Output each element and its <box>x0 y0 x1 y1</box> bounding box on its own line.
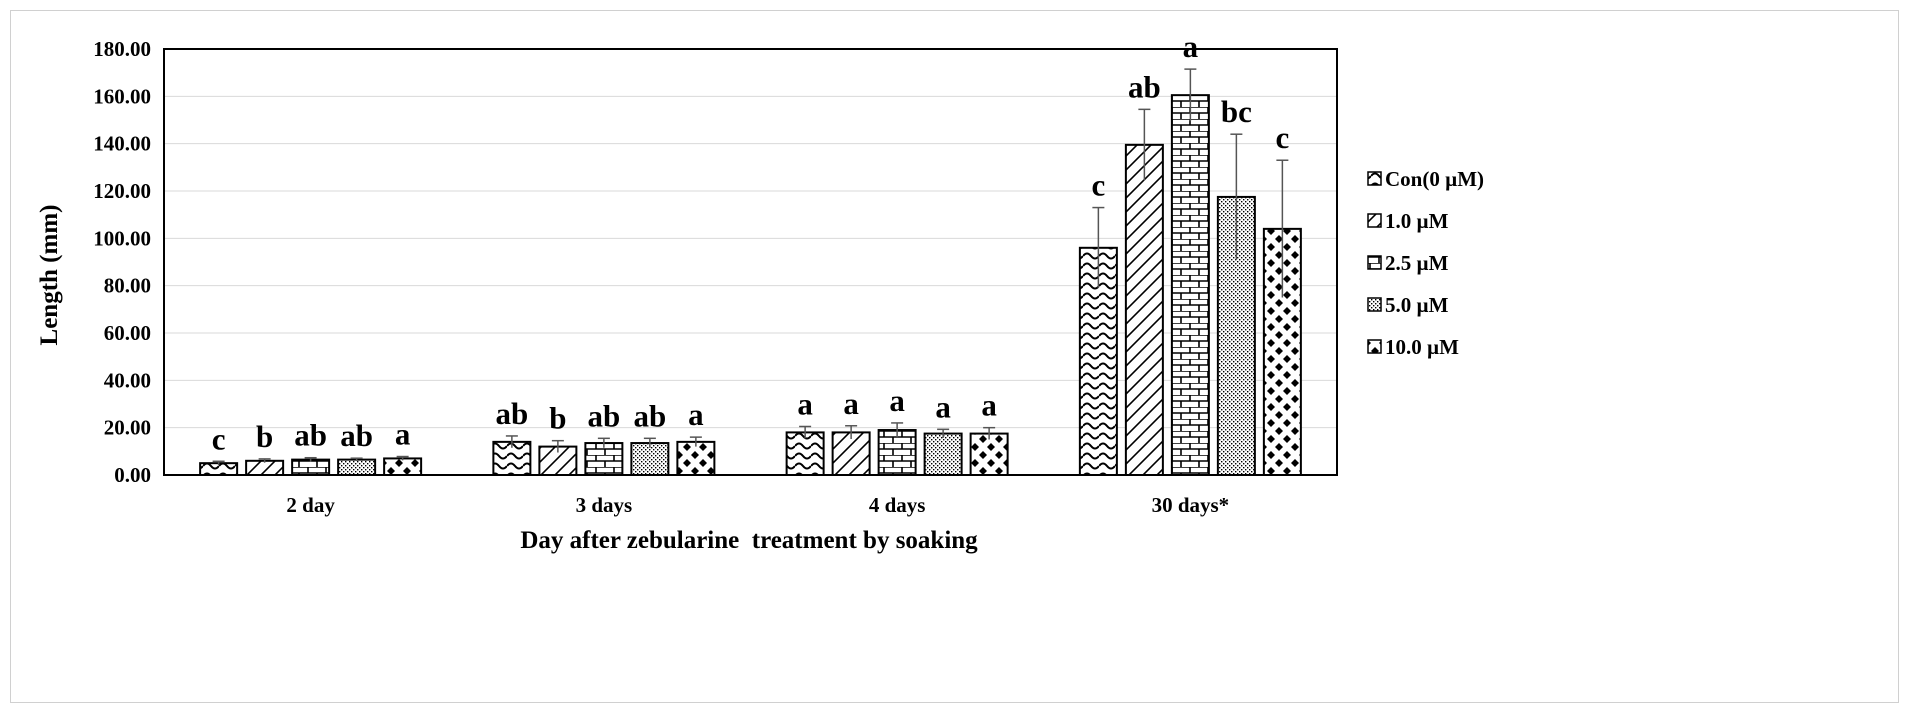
significance-label: a <box>395 417 411 452</box>
labels-layer: 0.00 20.00 40.00 60.00 80.00 100.00 120.00 140.… <box>93 29 1289 517</box>
significance-label: bc <box>1221 94 1252 129</box>
significance-label: b <box>256 419 273 454</box>
x-tick-label: 4 days <box>869 493 926 517</box>
legend-label: Con(0 µM) <box>1385 167 1484 191</box>
plot-border <box>163 48 1338 476</box>
y-tick-label: 120.00 <box>93 179 151 203</box>
significance-label: ab <box>634 398 667 433</box>
bar <box>245 459 285 476</box>
significance-label: a <box>843 386 859 421</box>
significance-label: ab <box>1128 69 1161 104</box>
legend: Con(0 µM) 1.0 µM 2.5 µM 5.0 µM 10.0 µM <box>1367 167 1484 359</box>
bars-layer <box>199 68 1302 477</box>
legend-label: 2.5 µM <box>1385 251 1449 275</box>
legend-label: 5.0 µM <box>1385 293 1449 317</box>
bar <box>630 442 670 476</box>
significance-label: ab <box>340 418 373 453</box>
significance-label: ab <box>588 398 621 433</box>
bar <box>923 432 963 477</box>
significance-label: a <box>935 389 951 424</box>
significance-label: ab <box>496 396 529 431</box>
x-tick-label: 3 days <box>576 493 633 517</box>
significance-label: c <box>212 421 226 456</box>
x-axis-title: Day after zebularine treatment by soakin… <box>520 527 978 554</box>
bar <box>337 458 377 477</box>
bar <box>1124 143 1164 476</box>
significance-label: a <box>688 397 704 432</box>
bar <box>291 458 331 477</box>
y-axis-title: Length (mm) <box>36 205 63 346</box>
y-tick-label: 60.00 <box>104 321 151 345</box>
legend-swatch <box>1367 255 1382 270</box>
bar <box>785 431 825 476</box>
y-tick-label: 80.00 <box>104 274 151 298</box>
legend-swatch <box>1367 339 1382 354</box>
legend-swatch <box>1367 213 1382 228</box>
y-tick-label: 20.00 <box>104 416 151 440</box>
y-tick-label: 40.00 <box>104 368 151 392</box>
legend-label: 1.0 µM <box>1385 209 1449 233</box>
significance-label: c <box>1275 120 1289 155</box>
bar <box>584 442 624 476</box>
y-tick-label: 180.00 <box>93 37 151 61</box>
significance-label: a <box>1183 29 1199 64</box>
significance-label: a <box>889 383 905 418</box>
x-tick-label: 30 days* <box>1152 493 1230 517</box>
legend-swatch <box>1367 171 1382 186</box>
y-tick-label: 160.00 <box>93 84 151 108</box>
significance-label: a <box>981 388 997 423</box>
chart-frame: 0.00 20.00 40.00 60.00 80.00 100.00 120.00 140.… <box>10 10 1899 703</box>
significance-label: ab <box>294 418 327 453</box>
bar <box>676 440 716 477</box>
y-tick-label: 140.00 <box>93 132 151 156</box>
axes-layer <box>163 48 1338 476</box>
y-tick-label: 0.00 <box>114 463 151 487</box>
bar-chart: 0.00 20.00 40.00 60.00 80.00 100.00 120.00 140.… <box>36 29 1484 554</box>
y-tick-label: 100.00 <box>93 226 151 250</box>
grid-layer <box>164 95 1337 429</box>
significance-label: b <box>549 401 566 436</box>
significance-label: a <box>797 386 813 421</box>
legend-swatch <box>1367 297 1382 312</box>
bar <box>383 457 423 476</box>
legend-label: 10.0 µM <box>1385 335 1459 359</box>
bar <box>1170 94 1210 477</box>
significance-label: c <box>1091 168 1105 203</box>
x-tick-label: 2 day <box>286 493 335 517</box>
bar <box>969 432 1009 477</box>
